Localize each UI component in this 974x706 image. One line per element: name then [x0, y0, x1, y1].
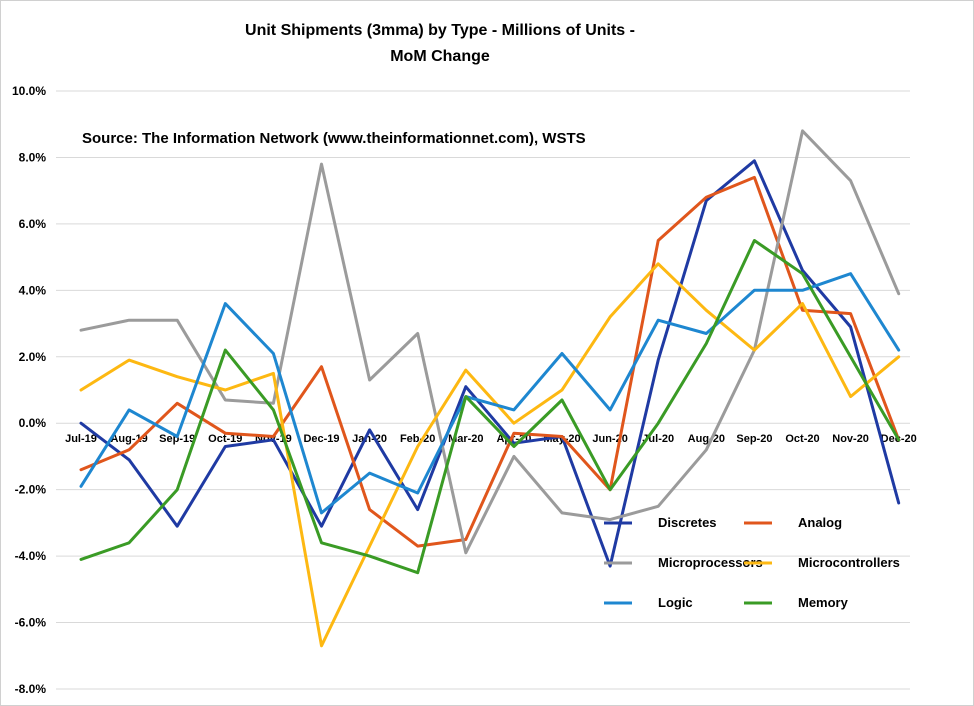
y-tick-label: 0.0%	[19, 416, 47, 430]
y-tick-label: 6.0%	[19, 217, 47, 231]
x-tick-label: Oct-20	[785, 433, 819, 445]
x-tick-label: Jul-19	[65, 433, 97, 445]
y-tick-label: -2.0%	[15, 483, 47, 497]
x-tick-label: Jun-20	[592, 433, 627, 445]
x-tick-label: Mar-20	[448, 433, 483, 445]
x-tick-label: Sep-20	[736, 433, 772, 445]
series-line-memory	[79, 239, 901, 575]
y-tick-label: -4.0%	[15, 549, 47, 563]
y-tick-label: 2.0%	[19, 350, 47, 364]
legend-label: Microcontrollers	[798, 555, 900, 570]
legend-label: Analog	[798, 515, 842, 530]
series-line-discretes	[79, 159, 901, 568]
y-tick-label: 10.0%	[12, 84, 46, 98]
source-annotation: Source: The Information Network (www.the…	[82, 130, 586, 147]
x-tick-label: Jan-20	[352, 433, 387, 445]
x-tick-label: Feb-20	[400, 433, 435, 445]
chart-title: Unit Shipments (3mma) by Type - Millions…	[245, 22, 635, 39]
series-line-analog	[79, 175, 901, 548]
y-tick-label: 8.0%	[19, 150, 47, 164]
y-tick-label: -6.0%	[15, 616, 47, 630]
x-tick-label: Oct-19	[208, 433, 242, 445]
x-tick-label: Nov-20	[832, 433, 869, 445]
legend-label: Logic	[658, 595, 693, 610]
series-line-microcontrollers	[79, 262, 901, 648]
x-tick-label: Aug-20	[688, 433, 725, 445]
y-tick-label: 4.0%	[19, 283, 47, 297]
legend-label: Memory	[798, 595, 849, 610]
legend-label: Microprocessors	[658, 555, 763, 570]
chart-subtitle: MoM Change	[390, 48, 490, 65]
legend-label: Discretes	[658, 515, 717, 530]
x-tick-label: Sep-19	[159, 433, 195, 445]
series-line-logic	[79, 272, 901, 515]
y-tick-label: -8.0%	[15, 682, 47, 696]
x-tick-label: Dec-19	[303, 433, 339, 445]
